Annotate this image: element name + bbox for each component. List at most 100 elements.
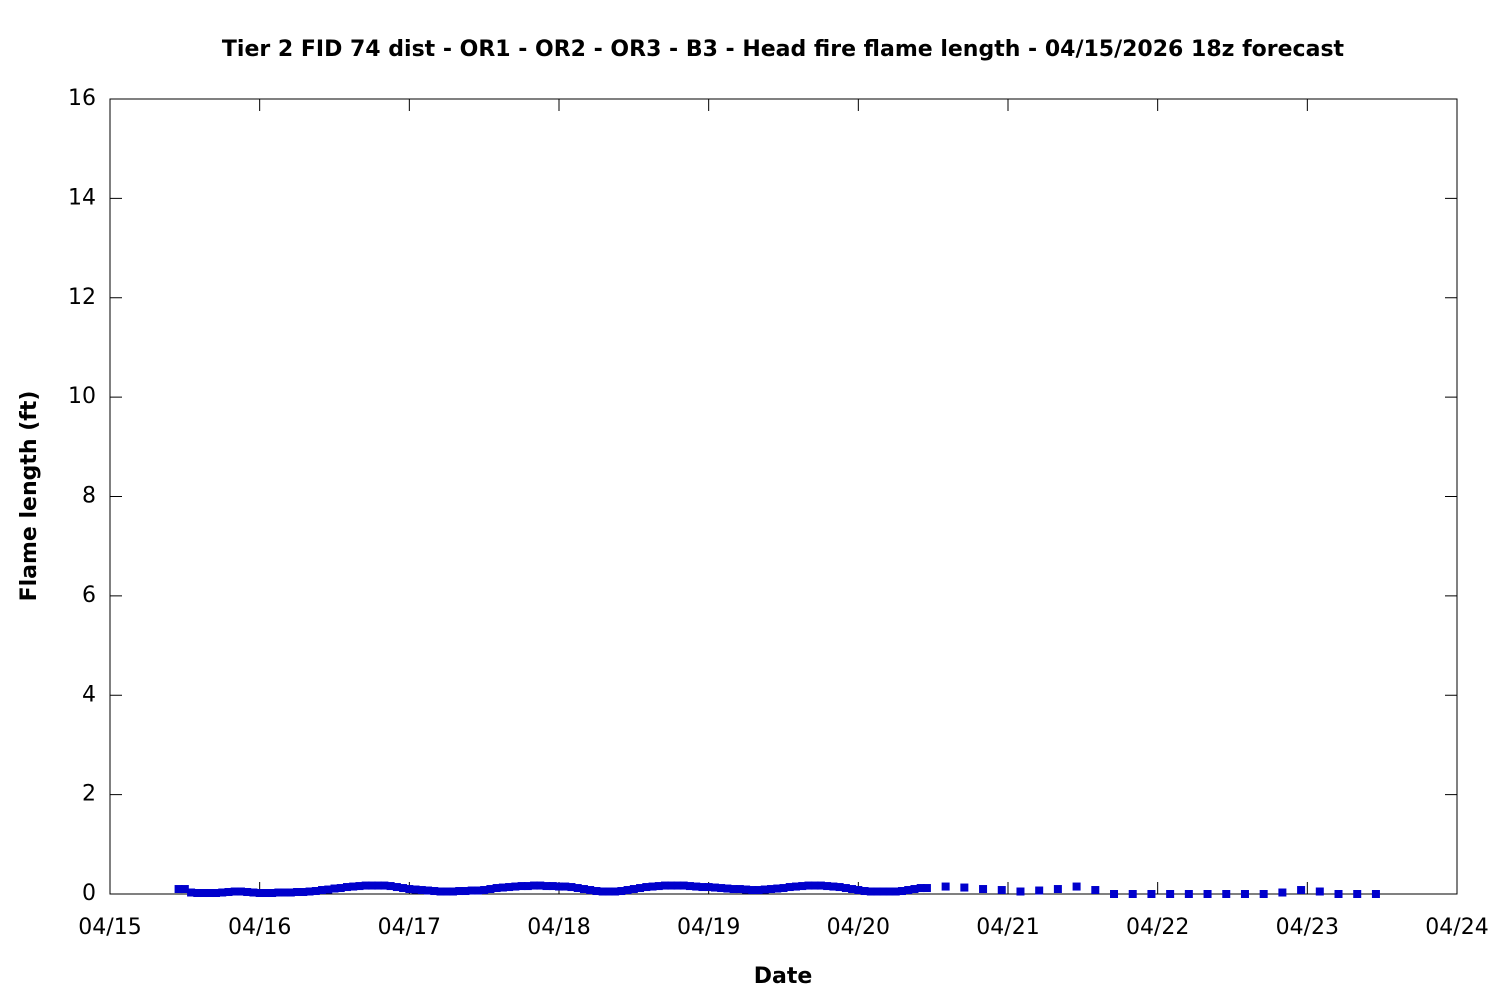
- y-tick-label: 4: [82, 682, 96, 707]
- point: [243, 888, 252, 897]
- point: [729, 885, 738, 894]
- point: [629, 885, 638, 894]
- y-tick-label: 14: [68, 185, 96, 210]
- point: [673, 881, 682, 890]
- point: [555, 882, 563, 891]
- point: [486, 885, 495, 894]
- point: [698, 883, 707, 892]
- point: [1091, 886, 1100, 895]
- point: [548, 882, 557, 891]
- point: [461, 887, 470, 896]
- point: [1259, 890, 1268, 898]
- point: [261, 889, 270, 898]
- y-tick-label: 6: [82, 583, 96, 608]
- point: [517, 882, 526, 891]
- point: [897, 887, 906, 896]
- point: [735, 885, 744, 894]
- point: [567, 883, 576, 892]
- point: [1072, 882, 1081, 891]
- point: [212, 889, 221, 898]
- point: [480, 886, 489, 895]
- point: [710, 883, 719, 892]
- point: [249, 888, 258, 897]
- y-axis-label: Flame length (ft): [17, 391, 42, 602]
- point: [473, 886, 482, 895]
- point: [448, 887, 457, 896]
- point: [617, 887, 626, 896]
- point: [823, 882, 832, 891]
- point: [392, 883, 401, 892]
- point: [891, 887, 900, 896]
- point: [342, 883, 351, 892]
- point: [218, 888, 227, 897]
- point: [604, 887, 613, 896]
- point: [779, 884, 788, 893]
- point: [505, 883, 514, 892]
- point: [424, 886, 433, 895]
- point: [361, 881, 370, 890]
- point: [374, 881, 383, 890]
- point: [848, 885, 857, 894]
- point: [685, 882, 694, 891]
- x-tick-label: 04/18: [527, 915, 590, 940]
- point: [205, 889, 214, 898]
- point: [411, 885, 420, 894]
- point: [330, 884, 339, 893]
- point: [492, 884, 501, 893]
- point: [530, 881, 539, 890]
- x-axis-label: Date: [754, 964, 813, 989]
- point: [997, 886, 1006, 895]
- point: [760, 885, 769, 894]
- point: [498, 883, 507, 892]
- point: [274, 888, 283, 897]
- point: [380, 881, 389, 890]
- point: [467, 886, 476, 895]
- point: [648, 882, 657, 891]
- point: [542, 882, 551, 891]
- point: [511, 882, 520, 891]
- point: [280, 888, 289, 897]
- point: [1278, 888, 1287, 897]
- point: [798, 882, 807, 891]
- point: [679, 881, 688, 890]
- point: [268, 889, 277, 898]
- point: [841, 884, 850, 893]
- point: [704, 883, 713, 892]
- point: [692, 882, 701, 891]
- point: [1016, 887, 1025, 896]
- point: [399, 884, 408, 893]
- point: [187, 888, 196, 897]
- x-tick-label: 04/15: [78, 915, 141, 940]
- point: [193, 889, 202, 898]
- point: [611, 887, 620, 896]
- point: [1110, 890, 1119, 898]
- point: [293, 888, 302, 897]
- point: [916, 884, 925, 893]
- point: [199, 889, 208, 898]
- point: [592, 887, 601, 896]
- point: [324, 885, 333, 894]
- point: [879, 887, 888, 896]
- point: [748, 886, 757, 895]
- point: [1315, 887, 1324, 896]
- point: [791, 882, 800, 891]
- x-tick-label: 04/23: [1276, 915, 1339, 940]
- point: [318, 886, 327, 895]
- point: [1128, 890, 1137, 898]
- point: [1297, 886, 1306, 895]
- point: [236, 887, 245, 896]
- point: [436, 887, 445, 896]
- point: [1053, 885, 1062, 894]
- point: [1353, 890, 1362, 898]
- point: [661, 881, 670, 890]
- point: [286, 888, 295, 897]
- y-tick-label: 12: [68, 285, 96, 310]
- point: [1334, 890, 1343, 898]
- point: [829, 882, 838, 891]
- point: [536, 881, 545, 890]
- point: [417, 886, 426, 895]
- point: [230, 887, 239, 896]
- point: [1203, 890, 1212, 898]
- point: [804, 881, 813, 890]
- point: [405, 885, 414, 894]
